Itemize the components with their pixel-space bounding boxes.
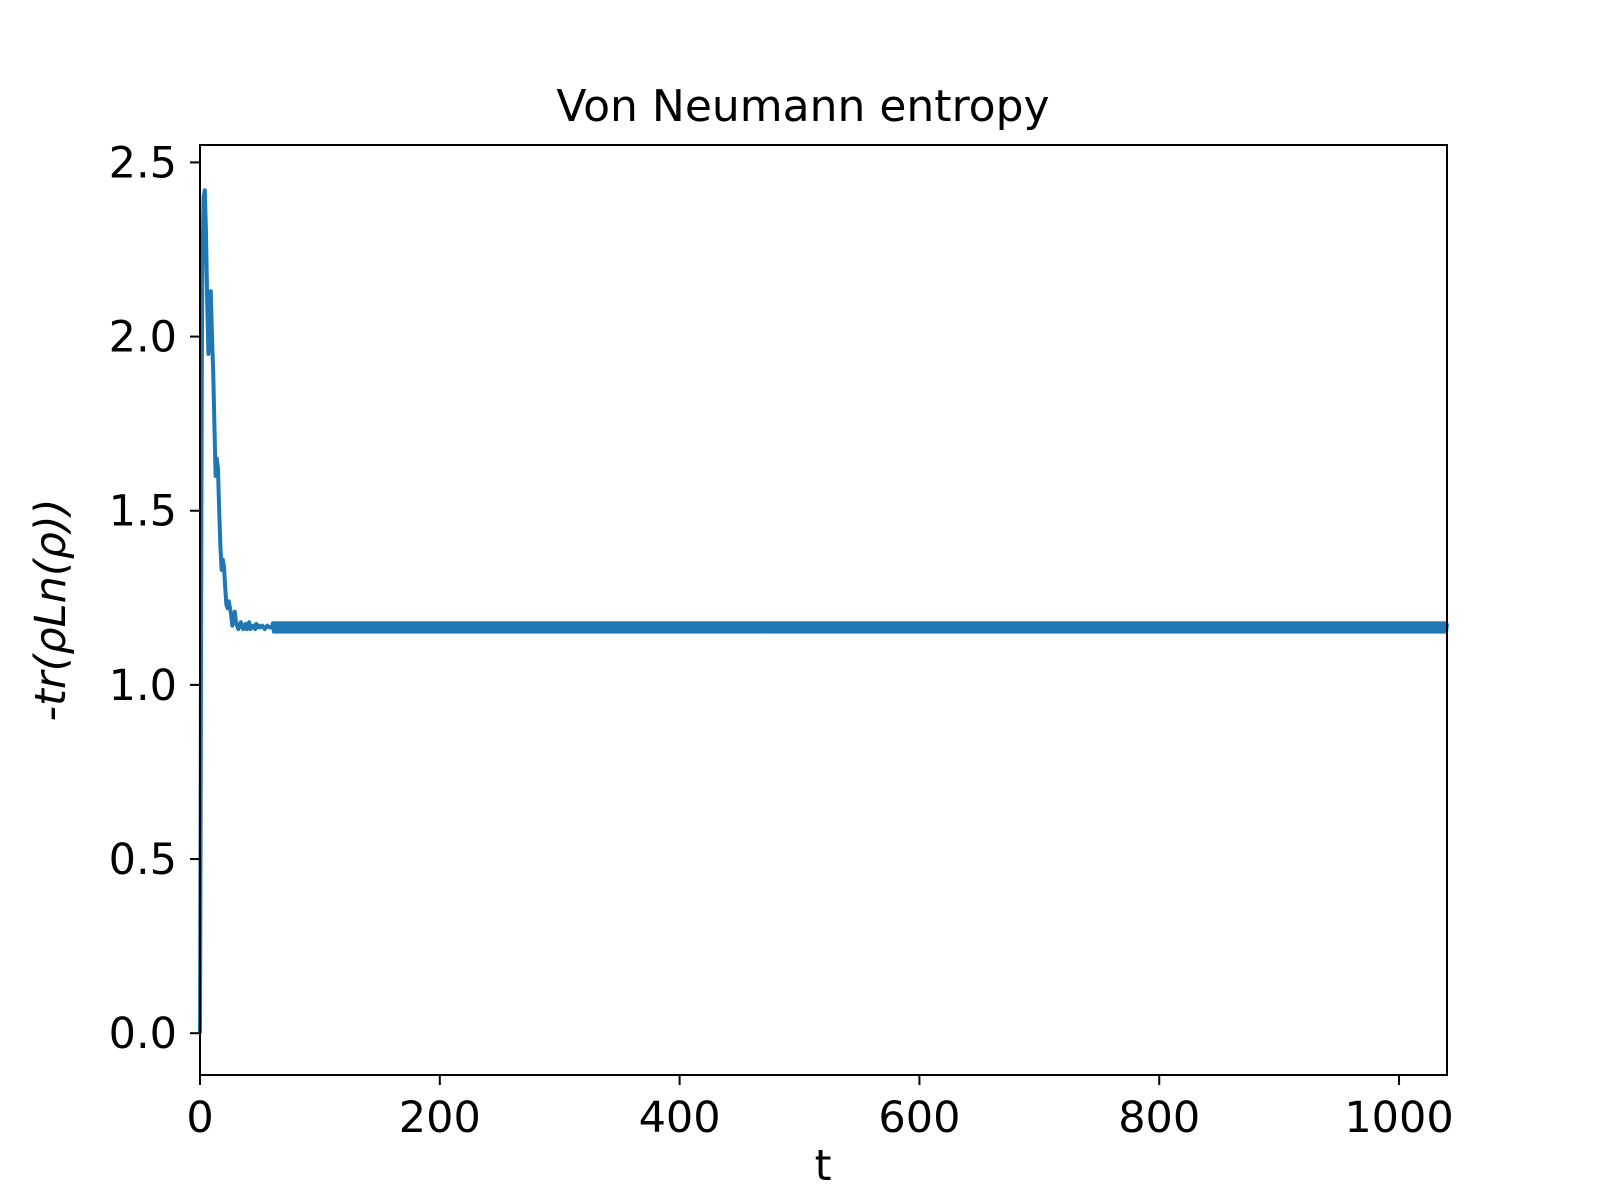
y-tick-label: 0.5 — [109, 835, 177, 885]
y-axis: 0.0 0.5 1.0 1.5 2.0 2.5 — [109, 138, 200, 1059]
x-tick-label: 600 — [878, 1093, 960, 1143]
x-tick-label: 1000 — [1344, 1093, 1453, 1143]
y-axis-title: -tr(ρLn(ρ)) — [26, 499, 76, 722]
y-tick-label: 1.5 — [109, 487, 177, 537]
x-axis: 0 200 400 600 800 1000 — [186, 1075, 1454, 1143]
y-tick-label: 2.0 — [109, 313, 177, 363]
x-tick-label: 0 — [186, 1093, 213, 1143]
series-line — [198, 188, 1449, 1034]
x-axis-title: t — [815, 1141, 832, 1191]
y-tick-label: 0.0 — [109, 1009, 177, 1059]
x-tick-label: 800 — [1118, 1093, 1200, 1143]
x-tick-label: 200 — [399, 1093, 481, 1143]
y-tick-label: 1.0 — [109, 661, 177, 711]
plot-frame — [199, 144, 1448, 1076]
x-tick-label: 400 — [639, 1093, 721, 1143]
chart-title: Von Neumann entropy — [556, 81, 1049, 132]
plot-area — [198, 188, 1449, 1034]
y-tick-label: 2.5 — [109, 138, 177, 188]
